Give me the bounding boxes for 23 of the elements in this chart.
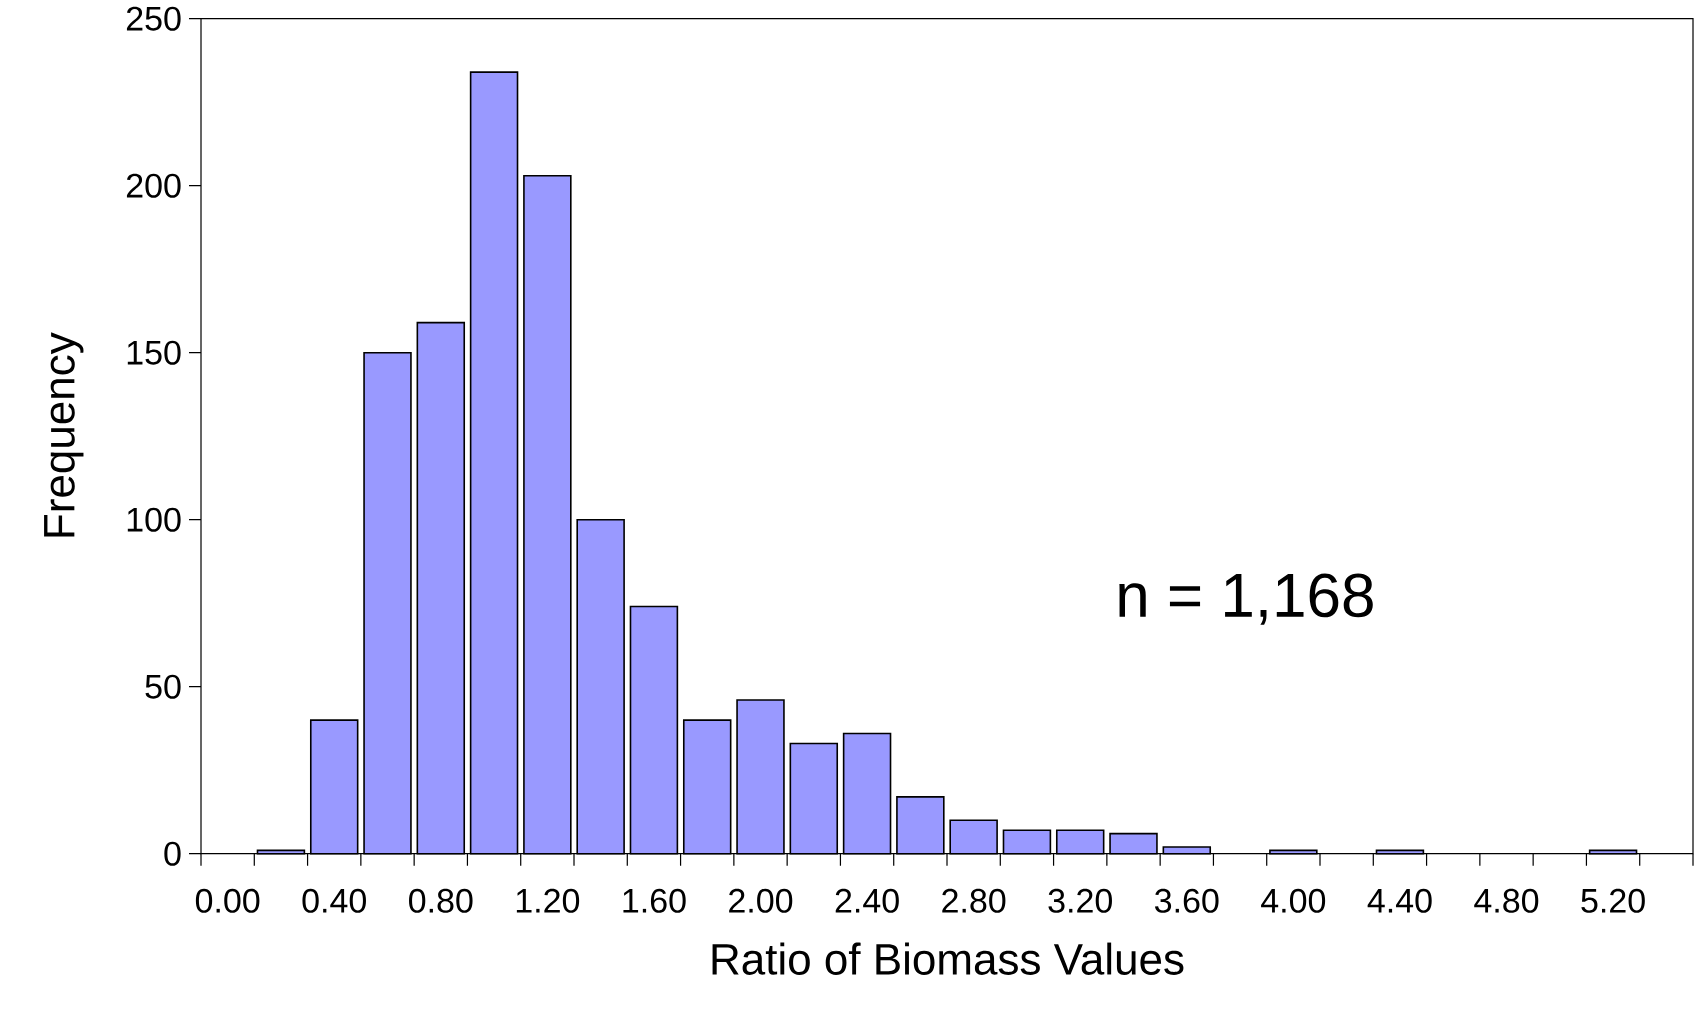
y-tick-label: 150 — [127, 340, 181, 365]
x-tick-label: 2.00 — [729, 888, 793, 913]
x-tick-label: 1.60 — [623, 888, 686, 913]
x-tick-label: 0.40 — [302, 888, 366, 913]
y-tick-label: 100 — [127, 507, 181, 532]
y-tick-label: 200 — [126, 173, 181, 198]
annotation: n = 1,168 — [1119, 573, 1373, 625]
x-tick-label: 3.20 — [1048, 888, 1112, 913]
x-tick-label: 1.20 — [516, 888, 580, 913]
x-tick-label: 4.40 — [1367, 888, 1432, 913]
x-axis-title: Ratio of Biomass Values — [712, 942, 1184, 976]
y-tick-label: 250 — [126, 6, 181, 31]
x-tick-label: 0.00 — [195, 888, 260, 913]
y-tick-label: 0 — [164, 841, 181, 866]
x-tick-label: 0.80 — [409, 888, 473, 913]
x-tick-label: 4.00 — [1261, 888, 1326, 913]
x-tick-label: 2.80 — [942, 888, 1006, 913]
x-tick-label: 3.60 — [1154, 888, 1219, 913]
y-tick-label: 50 — [145, 674, 181, 699]
y-axis-title: Frequency — [44, 332, 84, 537]
x-tick-label: 2.40 — [835, 888, 899, 913]
x-tick-label: 5.20 — [1581, 888, 1645, 913]
x-tick-label: 4.80 — [1474, 888, 1539, 913]
